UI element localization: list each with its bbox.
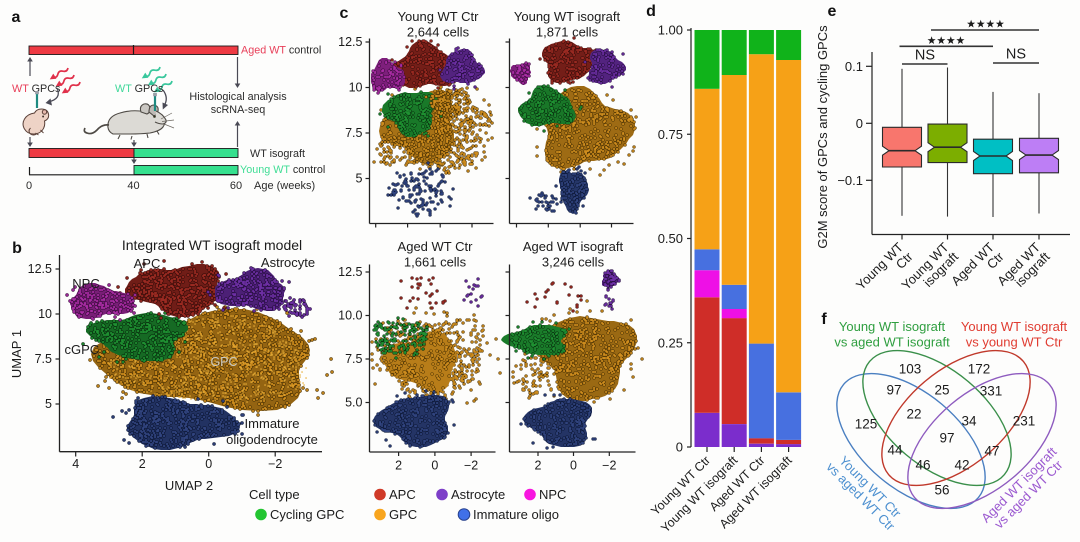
svg-text:2: 2 bbox=[139, 457, 146, 471]
svg-text:10: 10 bbox=[349, 81, 363, 95]
svg-text:0: 0 bbox=[431, 459, 438, 473]
svg-text:Immature oligo: Immature oligo bbox=[473, 507, 559, 522]
svg-text:Aged WT control: Aged WT control bbox=[241, 45, 321, 57]
svg-text:Young WT isograft: Young WT isograft bbox=[839, 319, 946, 334]
svg-text:Young WT control: Young WT control bbox=[240, 164, 325, 176]
svg-text:97: 97 bbox=[886, 383, 901, 398]
svg-text:Aged WT Ctr: Aged WT Ctr bbox=[398, 239, 474, 254]
svg-text:7.5: 7.5 bbox=[345, 352, 362, 366]
svg-text:Young WT isograft: Young WT isograft bbox=[514, 9, 621, 24]
svg-text:cGPC: cGPC bbox=[65, 342, 100, 357]
svg-text:Astrocyte: Astrocyte bbox=[451, 487, 505, 502]
svg-text:APC: APC bbox=[134, 256, 161, 271]
svg-text:331: 331 bbox=[980, 384, 1003, 399]
svg-text:e: e bbox=[828, 3, 837, 20]
svg-text:b: b bbox=[12, 240, 22, 257]
svg-text:G2M score of GPCs and cycling: G2M score of GPCs and cycling GPCs bbox=[815, 25, 830, 249]
svg-text:WT GPCs: WT GPCs bbox=[115, 83, 164, 95]
svg-text:103: 103 bbox=[899, 362, 922, 377]
svg-text:Astrocyte: Astrocyte bbox=[261, 255, 315, 270]
svg-text:40: 40 bbox=[127, 180, 139, 192]
svg-text:4: 4 bbox=[72, 457, 79, 471]
svg-text:2: 2 bbox=[395, 459, 402, 473]
svg-text:1,661 cells: 1,661 cells bbox=[404, 255, 467, 270]
svg-text:scRNA-seq: scRNA-seq bbox=[211, 104, 266, 116]
svg-text:NS: NS bbox=[1006, 47, 1026, 63]
svg-text:0.25: 0.25 bbox=[658, 335, 683, 350]
svg-text:5: 5 bbox=[45, 397, 52, 411]
svg-text:125: 125 bbox=[855, 417, 878, 432]
svg-text:UMAP 1: UMAP 1 bbox=[9, 330, 24, 378]
svg-text:Aged WT isograft: Aged WT isograft bbox=[523, 239, 624, 254]
svg-text:Young WT Ctr: Young WT Ctr bbox=[398, 9, 480, 24]
svg-text:231: 231 bbox=[1013, 414, 1036, 429]
svg-text:−2: −2 bbox=[268, 457, 282, 471]
svg-text:−0.1: −0.1 bbox=[837, 173, 863, 188]
svg-text:0.50: 0.50 bbox=[658, 231, 683, 246]
svg-text:−2: −2 bbox=[464, 459, 478, 473]
svg-text:Histological analysis: Histological analysis bbox=[189, 91, 287, 103]
svg-text:d: d bbox=[646, 3, 656, 20]
svg-text:a: a bbox=[12, 9, 21, 26]
svg-text:UMAP 2: UMAP 2 bbox=[165, 478, 213, 493]
svg-text:2: 2 bbox=[535, 459, 542, 473]
svg-text:172: 172 bbox=[968, 362, 991, 377]
svg-text:vs aged WT isograft: vs aged WT isograft bbox=[834, 335, 950, 350]
svg-text:10.0: 10.0 bbox=[338, 309, 362, 323]
svg-text:22: 22 bbox=[906, 407, 921, 422]
svg-text:3,246 cells: 3,246 cells bbox=[542, 255, 605, 270]
svg-text:NPC: NPC bbox=[539, 487, 566, 502]
svg-text:10: 10 bbox=[38, 307, 52, 321]
svg-text:7.5: 7.5 bbox=[35, 352, 52, 366]
svg-text:0: 0 bbox=[26, 180, 32, 192]
svg-text:NS: NS bbox=[915, 48, 935, 64]
svg-text:oligodendrocyte: oligodendrocyte bbox=[226, 432, 318, 447]
svg-text:Young WT isograft: Young WT isograft bbox=[961, 319, 1068, 334]
svg-text:0.75: 0.75 bbox=[658, 127, 683, 142]
svg-text:APC: APC bbox=[389, 487, 416, 502]
svg-text:1,871 cells: 1,871 cells bbox=[536, 25, 599, 40]
svg-text:12.5: 12.5 bbox=[338, 35, 362, 49]
svg-text:0: 0 bbox=[570, 459, 577, 473]
svg-text:60: 60 bbox=[230, 180, 242, 192]
svg-text:44: 44 bbox=[887, 443, 903, 458]
svg-text:WT isograft: WT isograft bbox=[250, 148, 305, 160]
svg-text:0: 0 bbox=[676, 440, 683, 455]
svg-text:42: 42 bbox=[954, 458, 969, 473]
svg-text:NPC: NPC bbox=[72, 276, 99, 291]
svg-text:0: 0 bbox=[856, 116, 863, 131]
svg-text:GPC: GPC bbox=[210, 355, 237, 369]
svg-text:1.00: 1.00 bbox=[658, 23, 683, 38]
svg-text:GPC: GPC bbox=[389, 507, 417, 522]
svg-text:25: 25 bbox=[934, 383, 949, 398]
svg-text:Integrated WT isograft model: Integrated WT isograft model bbox=[122, 237, 302, 253]
svg-text:Cycling GPC: Cycling GPC bbox=[270, 507, 344, 522]
svg-text:WT GPCs: WT GPCs bbox=[12, 83, 61, 95]
svg-text:46: 46 bbox=[915, 458, 930, 473]
svg-text:47: 47 bbox=[984, 444, 999, 459]
svg-text:5.0: 5.0 bbox=[345, 396, 362, 410]
svg-text:Cell type: Cell type bbox=[249, 487, 300, 502]
svg-text:5: 5 bbox=[356, 172, 363, 186]
svg-text:vs young WT Ctr: vs young WT Ctr bbox=[966, 335, 1063, 350]
svg-text:f: f bbox=[821, 311, 827, 328]
svg-text:c: c bbox=[340, 5, 349, 22]
svg-text:34: 34 bbox=[961, 414, 977, 429]
svg-text:7.5: 7.5 bbox=[345, 126, 362, 140]
svg-text:56: 56 bbox=[934, 483, 949, 498]
svg-text:12.5: 12.5 bbox=[338, 265, 362, 279]
svg-text:Immature: Immature bbox=[245, 416, 300, 431]
svg-text:0: 0 bbox=[205, 457, 212, 471]
svg-text:−2: −2 bbox=[602, 459, 616, 473]
svg-text:12.5: 12.5 bbox=[28, 262, 52, 276]
svg-text:Age (weeks): Age (weeks) bbox=[254, 180, 315, 192]
svg-text:97: 97 bbox=[939, 431, 954, 446]
svg-text:2,644 cells: 2,644 cells bbox=[407, 25, 470, 40]
svg-text:0.1: 0.1 bbox=[845, 59, 863, 74]
